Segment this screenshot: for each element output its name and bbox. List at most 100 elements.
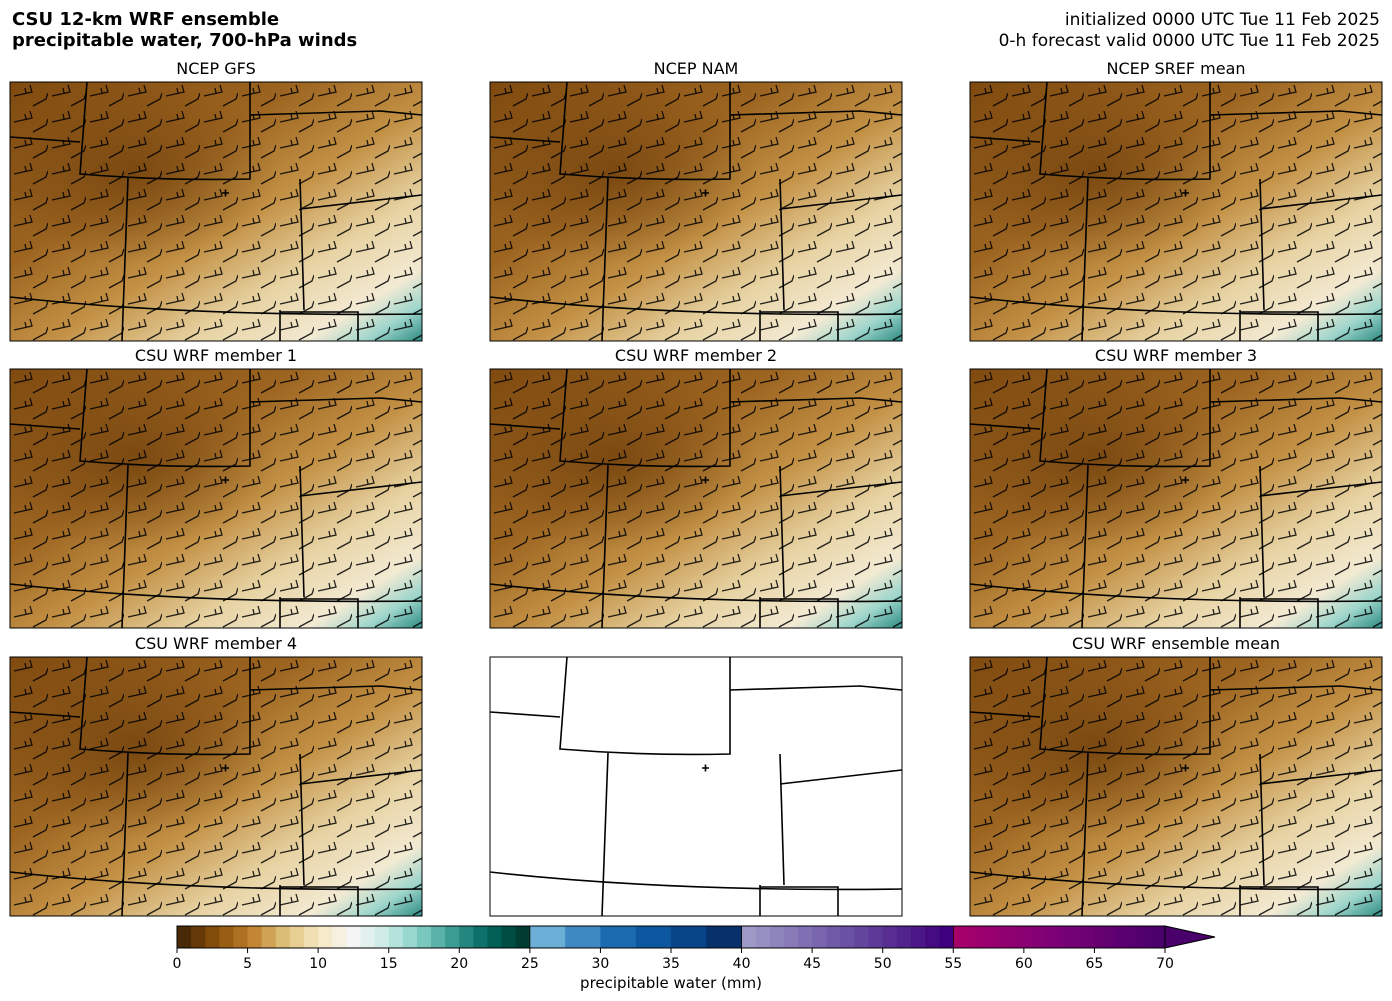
header: CSU 12-km WRF ensemble precipitable wate… bbox=[12, 9, 1380, 51]
precip-field bbox=[970, 82, 1382, 341]
colorbar-cell bbox=[854, 926, 870, 948]
colorbar-cell bbox=[388, 926, 404, 948]
precip-field bbox=[10, 82, 422, 341]
colorbar-cell bbox=[1136, 926, 1145, 948]
panel-frame bbox=[9, 368, 423, 629]
colorbar-cell bbox=[635, 926, 672, 948]
colorbar-cell bbox=[459, 926, 474, 948]
colorbar-cell bbox=[1150, 926, 1159, 948]
map-panel: NCEP SREF mean bbox=[969, 59, 1383, 342]
precip-field bbox=[490, 369, 902, 628]
panel-title: CSU WRF member 3 bbox=[1095, 346, 1257, 365]
map-area bbox=[10, 369, 422, 628]
map-area bbox=[490, 369, 902, 628]
tick-label: 25 bbox=[521, 956, 539, 972]
colorbar-cell bbox=[1157, 926, 1166, 948]
map-panel: CSU WRF member 1 bbox=[9, 346, 423, 629]
colorbar-cell bbox=[565, 926, 602, 948]
colorbar-cell bbox=[1122, 926, 1131, 948]
colorbar-cell bbox=[974, 926, 983, 948]
colorbar-cell bbox=[1030, 926, 1039, 948]
colorbar-cell bbox=[798, 926, 813, 948]
precip-field bbox=[10, 657, 422, 916]
colorbar-cell bbox=[191, 926, 206, 948]
tick-label: 70 bbox=[1156, 956, 1174, 972]
colorbar-cell bbox=[275, 926, 291, 948]
colorbar-cell bbox=[1143, 926, 1152, 948]
colorbar-cell bbox=[431, 926, 446, 948]
map-area bbox=[10, 657, 422, 916]
colorbar-cell bbox=[205, 926, 220, 948]
colorbar-cell bbox=[1016, 926, 1025, 948]
colorbar-cell bbox=[261, 926, 277, 948]
colorbar-cell bbox=[318, 926, 333, 948]
colorbar-cell bbox=[600, 926, 637, 948]
precip-field bbox=[970, 657, 1382, 916]
precip-field bbox=[10, 369, 422, 628]
colorbar-cell bbox=[289, 926, 305, 948]
tick-label: 55 bbox=[944, 956, 962, 972]
colorbar-cell bbox=[402, 926, 418, 948]
map-area bbox=[10, 82, 422, 341]
colorbar-cell bbox=[1073, 926, 1081, 948]
colorbar-cell bbox=[177, 926, 192, 948]
map-background bbox=[490, 657, 902, 916]
colorbar-cell bbox=[416, 926, 432, 948]
colorbar-cell bbox=[346, 926, 362, 948]
colorbar-cell bbox=[515, 926, 531, 948]
colorbar-cell bbox=[473, 926, 489, 948]
panel-title: NCEP GFS bbox=[176, 59, 255, 78]
tick-label: 50 bbox=[874, 956, 892, 972]
map-area bbox=[970, 82, 1382, 341]
precip-field bbox=[970, 369, 1382, 628]
colorbar-cell bbox=[1037, 926, 1046, 948]
colorbar-cell bbox=[1009, 926, 1018, 948]
colorbar-cell bbox=[219, 926, 235, 948]
colorbar-cell bbox=[1129, 926, 1138, 948]
panels: NCEP GFS NCEP NAM NCEP SREF mean CSU WRF me… bbox=[9, 59, 1383, 917]
colorbar-cell bbox=[1108, 926, 1117, 948]
panel-frame bbox=[9, 656, 423, 917]
colorbar-cell bbox=[868, 926, 884, 948]
colorbar-cell bbox=[233, 926, 249, 948]
colorbar-cell bbox=[1023, 926, 1032, 948]
colorbar-cell bbox=[925, 926, 940, 948]
colorbar-cell bbox=[487, 926, 503, 948]
tick-label: 35 bbox=[662, 956, 680, 972]
tick-label: 40 bbox=[733, 956, 751, 972]
panel-title: CSU WRF ensemble mean bbox=[1072, 634, 1280, 653]
map-area bbox=[970, 369, 1382, 628]
colorbar-cell bbox=[939, 926, 954, 948]
panel-title: NCEP SREF mean bbox=[1106, 59, 1245, 78]
panel-frame bbox=[489, 656, 903, 917]
colorbar-segment bbox=[529, 926, 743, 948]
tick-label: 45 bbox=[803, 956, 821, 972]
map-panel bbox=[489, 656, 903, 917]
colorbar-cell bbox=[1045, 926, 1053, 948]
info-line: initialized 0000 UTC Tue 11 Feb 2025 bbox=[1065, 10, 1380, 30]
map-area bbox=[490, 82, 902, 341]
map-panel: NCEP NAM bbox=[489, 59, 903, 342]
colorbar-cell bbox=[1002, 926, 1011, 948]
colorbar-cell bbox=[769, 926, 785, 948]
map-panel: NCEP GFS bbox=[9, 59, 423, 342]
panel-title: CSU WRF member 4 bbox=[135, 634, 297, 653]
info-line: 0-h forecast valid 0000 UTC Tue 11 Feb 2… bbox=[999, 31, 1380, 51]
colorbar-segment bbox=[177, 926, 531, 948]
colorbar-cell bbox=[1066, 926, 1074, 948]
title-line: precipitable water, 700-hPa winds bbox=[12, 30, 357, 51]
colorbar-cell bbox=[981, 926, 990, 948]
colorbar-cell bbox=[1059, 926, 1067, 948]
colorbar-cell bbox=[755, 926, 771, 948]
colorbar-cell bbox=[910, 926, 926, 948]
colorbar-cell bbox=[1087, 926, 1096, 948]
tick-label: 20 bbox=[450, 956, 468, 972]
colorbar-cell bbox=[1052, 926, 1060, 948]
title-line: CSU 12-km WRF ensemble bbox=[12, 9, 279, 30]
colorbar-cell bbox=[783, 926, 799, 948]
colorbar-segment bbox=[953, 926, 1166, 948]
colorbar-cell bbox=[1101, 926, 1110, 948]
colorbar-cell bbox=[967, 926, 976, 948]
map-panel: CSU WRF member 4 bbox=[9, 634, 423, 917]
